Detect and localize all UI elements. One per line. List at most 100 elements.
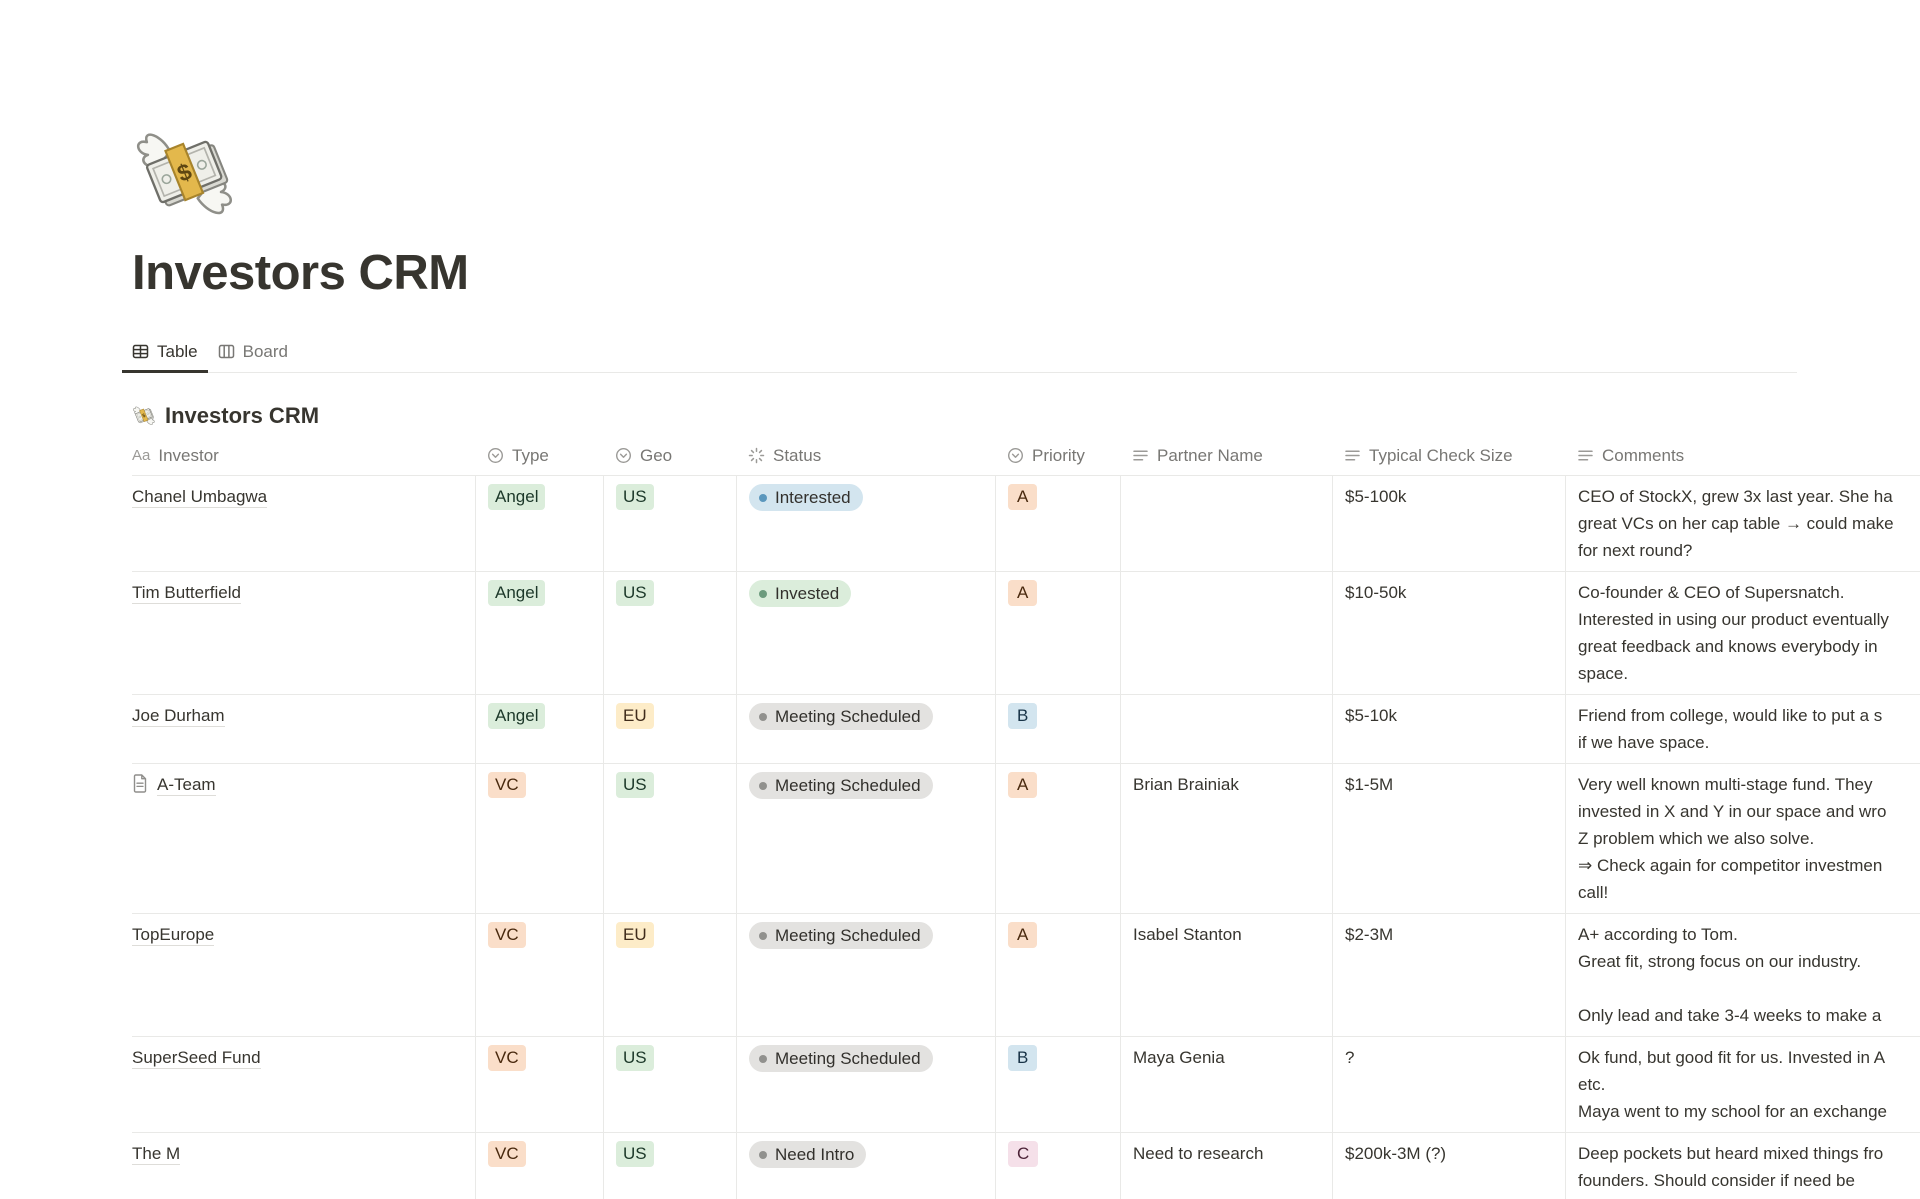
table-header-row: Aa Investor Type Geo Status Priority Par… xyxy=(132,437,1920,476)
cell-status[interactable]: Invested xyxy=(736,571,995,694)
cell-comments[interactable]: Ok fund, but good fit for us. Invested i… xyxy=(1565,1036,1920,1132)
column-label: Status xyxy=(773,445,822,465)
priority-badge: B xyxy=(1008,1044,1038,1071)
column-header-geo[interactable]: Geo xyxy=(603,437,736,475)
cell-priority[interactable]: A xyxy=(995,571,1120,694)
cell-priority[interactable]: B xyxy=(995,1036,1120,1132)
cell-partner-name[interactable]: Isabel Stanton xyxy=(1120,913,1332,1036)
table-row[interactable]: Joe Durham Angel EU Meeting Scheduled B … xyxy=(132,694,1920,764)
type-badge: VC xyxy=(488,771,526,798)
cell-geo[interactable]: EU xyxy=(603,694,736,763)
column-header-comments[interactable]: Comments xyxy=(1565,437,1920,475)
column-header-check-size[interactable]: Typical Check Size xyxy=(1332,437,1565,475)
column-header-status[interactable]: Status xyxy=(736,437,995,475)
status-label: Meeting Scheduled xyxy=(775,1049,921,1069)
tab-board[interactable]: Board xyxy=(208,336,298,373)
investor-link[interactable]: Tim Butterfield xyxy=(132,582,241,604)
cell-comments[interactable]: Co-founder & CEO of Supersnatch. Interes… xyxy=(1565,571,1920,694)
cell-comments[interactable]: Deep pockets but heard mixed things fro … xyxy=(1565,1132,1920,1199)
status-dot xyxy=(759,589,767,598)
cell-status[interactable]: Meeting Scheduled xyxy=(736,913,995,1036)
priority-badge: A xyxy=(1008,579,1038,606)
tab-table-label: Table xyxy=(157,341,198,361)
cell-check-size[interactable]: $10-50k xyxy=(1332,571,1565,694)
column-label: Geo xyxy=(640,445,673,465)
investor-link[interactable]: Joe Durham xyxy=(132,705,225,727)
cell-status[interactable]: Meeting Scheduled xyxy=(736,1036,995,1132)
cell-check-size[interactable]: $1-5M xyxy=(1332,763,1565,913)
cell-investor[interactable]: TopEurope xyxy=(132,914,475,1036)
cell-partner-name[interactable]: Maya Genia xyxy=(1120,1036,1332,1132)
cell-comments[interactable]: A+ according to Tom. Great fit, strong f… xyxy=(1565,913,1920,1036)
cell-priority[interactable]: A xyxy=(995,913,1120,1036)
cell-geo[interactable]: US xyxy=(603,571,736,694)
cell-type[interactable]: VC xyxy=(475,1132,603,1199)
investor-link[interactable]: Chanel Umbagwa xyxy=(132,486,268,508)
cell-partner-name[interactable]: Brian Brainiak xyxy=(1120,763,1332,913)
status-label: Invested xyxy=(775,584,840,604)
cell-investor[interactable]: Tim Butterfield xyxy=(132,572,475,694)
cell-partner-name[interactable] xyxy=(1120,694,1332,763)
column-header-partner-name[interactable]: Partner Name xyxy=(1120,437,1332,475)
table-row[interactable]: Chanel Umbagwa Angel US Interested A $5-… xyxy=(132,475,1920,572)
board-view-icon xyxy=(218,343,235,360)
tab-table[interactable]: Table xyxy=(122,336,208,373)
cell-partner-name[interactable] xyxy=(1120,571,1332,694)
cell-check-size[interactable]: ? xyxy=(1332,1036,1565,1132)
text-icon xyxy=(1577,447,1594,464)
cell-status[interactable]: Meeting Scheduled xyxy=(736,763,995,913)
geo-badge: US xyxy=(616,1140,654,1167)
investor-link[interactable]: TopEurope xyxy=(132,924,215,946)
cell-comments[interactable]: Friend from college, would like to put a… xyxy=(1565,694,1920,763)
table-row[interactable]: TopEurope VC EU Meeting Scheduled A Isab… xyxy=(132,913,1920,1037)
column-header-type[interactable]: Type xyxy=(475,437,603,475)
cell-comments[interactable]: CEO of StockX, grew 3x last year. She ha… xyxy=(1565,475,1920,571)
cell-check-size[interactable]: $2-3M xyxy=(1332,913,1565,1036)
cell-check-size[interactable]: $5-10k xyxy=(1332,694,1565,763)
table-row[interactable]: The M VC US Need Intro C Need to researc… xyxy=(132,1132,1920,1199)
investor-link[interactable]: SuperSeed Fund xyxy=(132,1047,261,1069)
cell-investor[interactable]: A-Team xyxy=(132,764,475,913)
priority-badge: C xyxy=(1008,1140,1039,1167)
cell-type[interactable]: Angel xyxy=(475,475,603,571)
cell-comments[interactable]: Very well known multi-stage fund. They i… xyxy=(1565,763,1920,913)
cell-investor[interactable]: SuperSeed Fund xyxy=(132,1037,475,1132)
cell-geo[interactable]: US xyxy=(603,475,736,571)
column-header-priority[interactable]: Priority xyxy=(995,437,1120,475)
cell-geo[interactable]: US xyxy=(603,1036,736,1132)
cell-check-size[interactable]: $200k-3M (?) xyxy=(1332,1132,1565,1199)
cell-priority[interactable]: A xyxy=(995,763,1120,913)
cell-priority[interactable]: B xyxy=(995,694,1120,763)
cell-geo[interactable]: US xyxy=(603,1132,736,1199)
cell-investor[interactable]: Chanel Umbagwa xyxy=(132,476,475,571)
cell-type[interactable]: VC xyxy=(475,1036,603,1132)
cell-type[interactable]: VC xyxy=(475,763,603,913)
cell-check-size[interactable]: $5-100k xyxy=(1332,475,1565,571)
investor-link[interactable]: A-Team xyxy=(157,774,216,796)
cell-geo[interactable]: EU xyxy=(603,913,736,1036)
column-label: Priority xyxy=(1032,445,1085,465)
page-title: Investors CRM xyxy=(132,246,469,300)
cell-investor[interactable]: The M xyxy=(132,1133,475,1199)
column-header-investor[interactable]: Aa Investor xyxy=(132,437,475,475)
cell-type[interactable]: Angel xyxy=(475,694,603,763)
cell-status[interactable]: Meeting Scheduled xyxy=(736,694,995,763)
priority-badge: A xyxy=(1008,483,1038,510)
cell-type[interactable]: Angel xyxy=(475,571,603,694)
cell-type[interactable]: VC xyxy=(475,913,603,1036)
cell-status[interactable]: Need Intro xyxy=(736,1132,995,1199)
cell-priority[interactable]: A xyxy=(995,475,1120,571)
table-row[interactable]: SuperSeed Fund VC US Meeting Scheduled B… xyxy=(132,1036,1920,1133)
cell-investor[interactable]: Joe Durham xyxy=(132,695,475,763)
table-row[interactable]: Tim Butterfield Angel US Invested A $10-… xyxy=(132,571,1920,695)
cell-partner-name[interactable] xyxy=(1120,475,1332,571)
table-row[interactable]: A-Team VC US Meeting Scheduled A Brian B… xyxy=(132,763,1920,914)
status-pill: Meeting Scheduled xyxy=(749,922,933,950)
cell-priority[interactable]: C xyxy=(995,1132,1120,1199)
cell-status[interactable]: Interested xyxy=(736,475,995,571)
tab-board-label: Board xyxy=(242,341,289,361)
investor-link[interactable]: The M xyxy=(132,1143,181,1165)
page-icon[interactable] xyxy=(132,122,238,228)
cell-partner-name[interactable]: Need to research xyxy=(1120,1132,1332,1199)
cell-geo[interactable]: US xyxy=(603,763,736,913)
